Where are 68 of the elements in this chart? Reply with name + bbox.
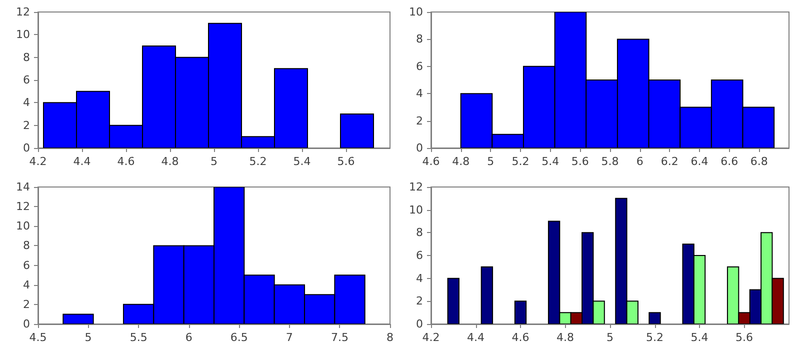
y-tick-label: 8 bbox=[23, 239, 30, 252]
y-tick-label: 12 bbox=[16, 200, 30, 214]
y-tick-label: 4 bbox=[416, 272, 423, 285]
y-tick-label: 10 bbox=[16, 28, 30, 42]
y-tick-label: 0 bbox=[416, 142, 423, 154]
x-tick-label: 5.4 bbox=[690, 331, 708, 344]
y-tick-label: 10 bbox=[409, 203, 423, 216]
x-tick-label: 4.4 bbox=[73, 155, 91, 168]
x-tick-label: 5 bbox=[84, 331, 92, 344]
y-tick-label: 2 bbox=[23, 118, 30, 132]
y-tick-label: 14 bbox=[16, 180, 30, 194]
y-tick-label: 12 bbox=[409, 180, 423, 194]
x-tick-label: 6 bbox=[636, 155, 644, 168]
x-tick-label: 6 bbox=[185, 331, 192, 344]
bar bbox=[480, 266, 494, 324]
x-tick-label: 7.5 bbox=[330, 331, 348, 344]
y-tick-label: 2 bbox=[23, 298, 30, 311]
y-tick-label: 12 bbox=[16, 6, 30, 18]
x-tick-label: 5.8 bbox=[601, 155, 619, 168]
y-tick-label: 2 bbox=[416, 294, 423, 308]
y-tick-label: 4 bbox=[416, 87, 423, 100]
x-tick-label: 5.2 bbox=[249, 155, 267, 168]
y-tick-label: 8 bbox=[416, 226, 423, 240]
y-tick-label: 8 bbox=[416, 32, 423, 46]
x-tick-label: 6.5 bbox=[230, 331, 248, 344]
x-tick-label: 4.4 bbox=[467, 331, 484, 344]
x-tick-label: 5.6 bbox=[571, 155, 589, 168]
y-tick-label: 0 bbox=[23, 318, 30, 330]
x-tick-label: 4.2 bbox=[29, 155, 47, 168]
y-tick-label: 6 bbox=[23, 258, 30, 272]
x-tick-label: 4.8 bbox=[452, 155, 470, 168]
x-tick-label: 4.8 bbox=[161, 155, 179, 168]
x-tick-label: 4.2 bbox=[422, 331, 440, 344]
bar bbox=[447, 278, 460, 324]
x-tick-label: 5.6 bbox=[337, 155, 355, 168]
y-tick-label: 4 bbox=[23, 278, 30, 292]
x-tick-label: 4.6 bbox=[117, 155, 135, 168]
x-tick-label: 6.2 bbox=[660, 155, 678, 168]
y-tick-label: 0 bbox=[23, 142, 30, 154]
y-tick-label: 4 bbox=[23, 96, 30, 110]
x-tick-label: 7 bbox=[286, 331, 293, 344]
x-tick-label: 6.8 bbox=[750, 155, 768, 168]
y-tick-label: 6 bbox=[416, 249, 423, 262]
x-tick-label: 5.4 bbox=[293, 155, 311, 168]
x-tick-label: 5 bbox=[487, 155, 494, 168]
x-tick-label: 8 bbox=[386, 331, 394, 344]
x-tick-label: 5.4 bbox=[542, 155, 560, 168]
y-tick-label: 10 bbox=[409, 6, 423, 18]
x-tick-label: 6.4 bbox=[690, 155, 708, 168]
x-tick-label: 6.6 bbox=[720, 155, 738, 168]
y-tick-label: 6 bbox=[23, 74, 30, 86]
y-tick-label: 10 bbox=[16, 220, 30, 233]
x-tick-label: 4.5 bbox=[29, 331, 47, 344]
x-tick-label: 5 bbox=[606, 331, 614, 344]
x-tick-label: 4.6 bbox=[422, 155, 440, 168]
x-tick-label: 5.5 bbox=[130, 331, 148, 344]
bar bbox=[648, 312, 661, 324]
x-tick-label: 5.2 bbox=[646, 331, 664, 344]
y-tick-label: 6 bbox=[416, 60, 423, 73]
x-tick-label: 5.6 bbox=[736, 331, 753, 344]
y-tick-label: 2 bbox=[416, 114, 423, 128]
x-tick-label: 5 bbox=[210, 155, 218, 168]
x-tick-label: 5.2 bbox=[512, 155, 530, 168]
x-tick-label: 4.8 bbox=[556, 331, 574, 344]
bar bbox=[514, 300, 527, 324]
y-tick-label: 0 bbox=[416, 318, 423, 330]
y-tick-label: 8 bbox=[23, 50, 30, 64]
x-tick-label: 4.6 bbox=[512, 331, 530, 344]
